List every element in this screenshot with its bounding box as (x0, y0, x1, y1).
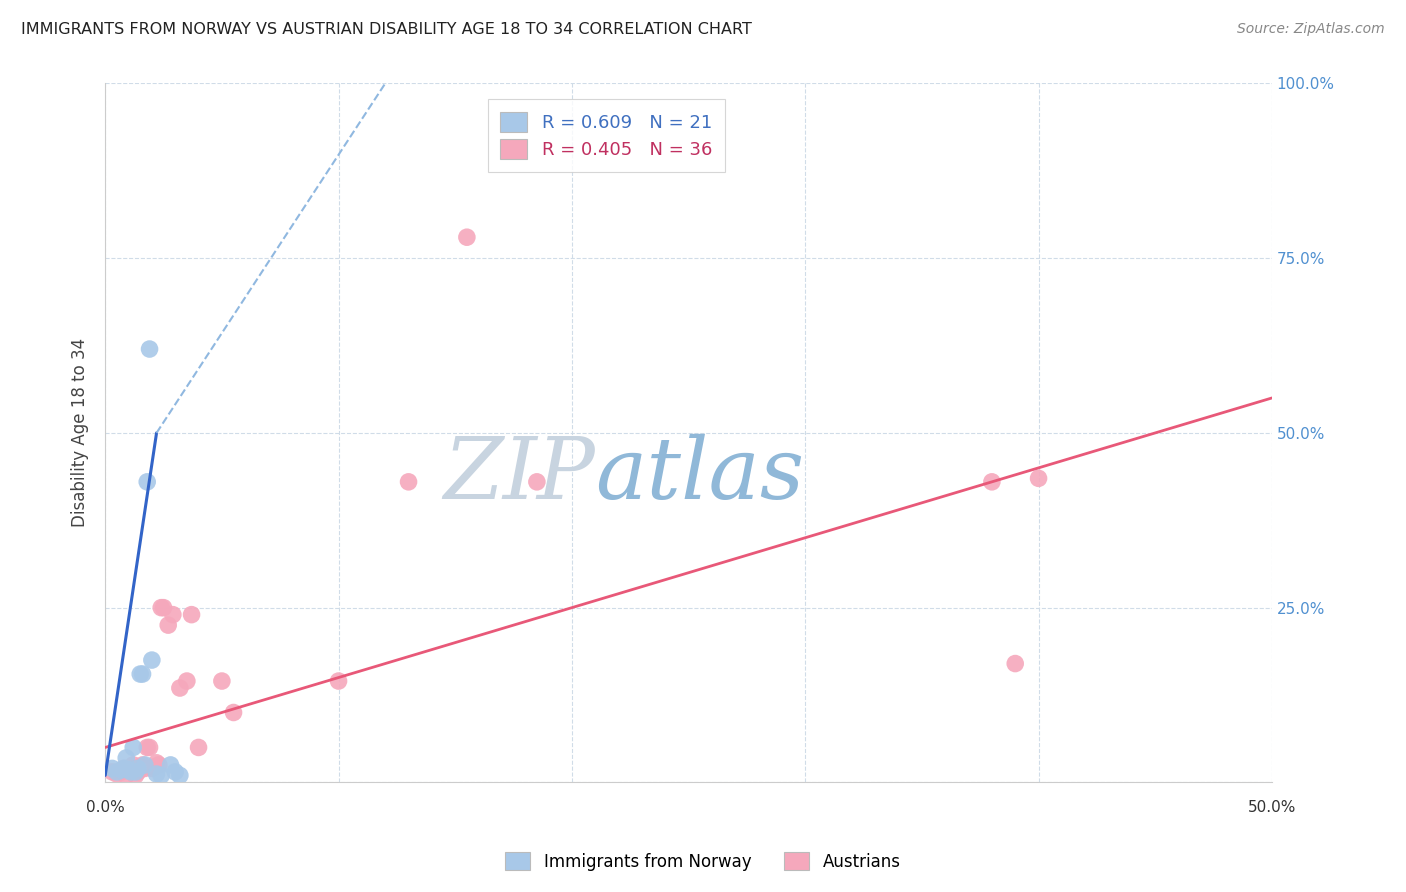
Point (127, 761, 149, 775)
Point (127, 764, 149, 779)
Point (141, 761, 163, 775)
Point (134, 761, 156, 775)
Point (328, 673, 350, 688)
Point (120, 764, 142, 779)
Point (150, 600, 173, 615)
Point (138, 342, 160, 356)
Text: ZIP: ZIP (443, 434, 595, 516)
Point (157, 618, 180, 632)
Point (176, 673, 198, 688)
Point (152, 600, 174, 615)
Point (129, 667, 152, 681)
Point (117, 763, 139, 777)
Point (120, 761, 142, 775)
Point (145, 756, 167, 770)
Point (131, 667, 153, 681)
Point (115, 768, 138, 782)
Point (211, 673, 233, 688)
Point (117, 763, 139, 777)
Point (148, 758, 170, 772)
Point (169, 681, 191, 695)
Text: IMMIGRANTS FROM NORWAY VS AUSTRIAN DISABILITY AGE 18 TO 34 CORRELATION CHART: IMMIGRANTS FROM NORWAY VS AUSTRIAN DISAB… (21, 22, 752, 37)
Point (187, 740, 209, 755)
Point (138, 740, 160, 755)
Point (398, 475, 420, 489)
Point (112, 761, 135, 775)
Point (105, 764, 128, 779)
Point (136, 740, 159, 755)
Point (141, 653, 163, 667)
Legend: R = 0.609   N = 21, R = 0.405   N = 36: R = 0.609 N = 21, R = 0.405 N = 36 (488, 99, 724, 172)
Point (101, 761, 124, 775)
Point (122, 740, 145, 755)
Point (456, 230, 478, 244)
Point (124, 768, 146, 782)
Text: Source: ZipAtlas.com: Source: ZipAtlas.com (1237, 22, 1385, 37)
Point (124, 764, 146, 779)
Legend: Immigrants from Norway, Austrians: Immigrants from Norway, Austrians (496, 844, 910, 880)
Point (115, 751, 138, 765)
Point (110, 764, 132, 779)
Point (112, 761, 135, 775)
Point (150, 768, 173, 782)
Point (134, 758, 156, 772)
Text: atlas: atlas (595, 434, 804, 516)
Point (131, 758, 153, 772)
Point (526, 475, 548, 489)
Point (105, 767, 128, 781)
Point (101, 764, 124, 779)
Point (145, 767, 167, 781)
Point (1028, 471, 1050, 485)
Point (122, 758, 145, 772)
Point (143, 760, 166, 774)
Point (169, 768, 191, 782)
Point (159, 758, 181, 772)
Point (180, 607, 202, 622)
Point (980, 475, 1002, 489)
Point (222, 706, 245, 720)
Point (129, 760, 152, 774)
Point (136, 475, 159, 489)
Text: 0.0%: 0.0% (86, 800, 125, 815)
Text: 50.0%: 50.0% (1247, 800, 1296, 815)
Point (1004, 657, 1026, 671)
Y-axis label: Disability Age 18 to 34: Disability Age 18 to 34 (72, 338, 89, 527)
Point (110, 763, 132, 777)
Point (162, 607, 184, 622)
Point (165, 764, 187, 779)
